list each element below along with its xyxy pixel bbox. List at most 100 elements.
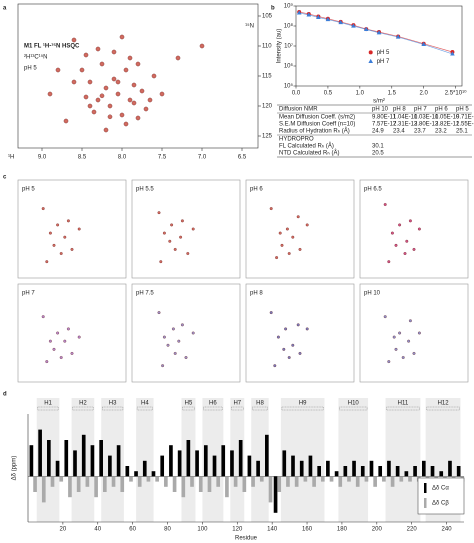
peak <box>162 335 166 339</box>
peak <box>99 61 105 67</box>
bar <box>160 455 165 477</box>
chart-annotation: pH 5 <box>24 66 37 72</box>
bar <box>338 476 343 487</box>
peak <box>392 335 396 339</box>
bar <box>312 476 316 487</box>
bar <box>190 476 194 487</box>
bar <box>286 476 290 487</box>
peak <box>70 351 74 355</box>
data-point <box>325 17 331 22</box>
peak <box>127 97 133 103</box>
peak <box>95 46 101 52</box>
bar <box>102 476 107 492</box>
bar <box>47 440 51 477</box>
plot-frame <box>17 283 127 383</box>
plot-frame <box>17 179 127 279</box>
peak <box>123 121 129 127</box>
helix-label: H7 <box>233 401 241 407</box>
bar <box>308 455 313 477</box>
bar <box>177 450 182 477</box>
bar <box>151 471 156 477</box>
peak <box>59 252 63 255</box>
bar <box>320 476 325 482</box>
bar <box>360 466 365 477</box>
peak <box>41 315 45 319</box>
helix-band <box>101 398 124 522</box>
y-tick-label: 115 <box>262 74 272 80</box>
peak <box>159 260 163 264</box>
bar <box>387 460 391 477</box>
peak <box>48 231 52 235</box>
data-point <box>421 41 426 47</box>
plot-frame <box>359 283 469 383</box>
data-point <box>316 14 321 19</box>
bar <box>169 445 173 477</box>
peak <box>387 260 391 264</box>
peak <box>87 79 93 85</box>
bar <box>108 455 112 477</box>
peak <box>70 247 74 251</box>
peak <box>56 331 60 335</box>
legend-label: Δδ Cβ <box>432 501 449 507</box>
panel-title: pH 5.5 <box>136 187 154 193</box>
panel-title: pH 8 <box>250 291 263 297</box>
helix-label: H2 <box>79 401 87 407</box>
legend-marker <box>368 50 373 55</box>
peak <box>285 227 289 231</box>
peak <box>147 97 153 103</box>
table-cell: 1.55E-12 <box>456 122 474 128</box>
bar <box>155 476 159 482</box>
peak <box>287 356 291 359</box>
bar <box>382 476 386 482</box>
table-cell: 9.71E-11 <box>456 115 474 121</box>
peak <box>405 239 409 243</box>
data-point <box>306 12 312 17</box>
peak <box>63 235 67 239</box>
bar <box>256 460 260 477</box>
peak <box>77 335 81 339</box>
y-tick-label: 10⁶ <box>284 63 294 70</box>
plot-frame <box>131 179 241 279</box>
y-axis-label: Intensity (au) <box>277 29 283 64</box>
peak <box>171 327 175 331</box>
x-tick-label: 240 <box>442 527 453 533</box>
helix-label: H9 <box>299 401 307 407</box>
peak <box>135 115 141 121</box>
legend-label: pH 5 <box>377 50 390 56</box>
table-cell: 3.80E-12 <box>414 122 439 128</box>
bar <box>99 440 103 477</box>
x-tick-label: 2.5*10¹⁰ <box>445 90 467 97</box>
helix-band <box>251 398 269 522</box>
plot-frame <box>245 179 355 279</box>
data-point <box>376 30 382 35</box>
bar <box>216 476 221 487</box>
peak <box>383 203 387 206</box>
peak <box>103 127 109 133</box>
bar <box>343 466 348 477</box>
table-cell: pH 8 <box>393 107 406 113</box>
peak <box>403 252 407 255</box>
table-cell: pH 10 <box>372 107 389 113</box>
bar <box>334 471 339 477</box>
peak <box>394 243 398 247</box>
helix-symbol <box>386 406 420 411</box>
bar <box>399 476 404 482</box>
peak <box>63 339 67 343</box>
x-tick-label: 180 <box>337 527 348 533</box>
bar <box>225 476 229 498</box>
peak <box>269 207 273 211</box>
peak <box>87 103 93 109</box>
bar <box>247 455 252 477</box>
helix-symbol <box>182 406 195 411</box>
peak <box>55 67 61 73</box>
peak <box>284 327 288 331</box>
peak <box>107 103 113 109</box>
x-tick-label: 40 <box>94 527 101 533</box>
bar <box>129 476 133 482</box>
table-cell: 20.5 <box>372 151 384 157</box>
peak <box>166 343 170 347</box>
peak <box>287 252 291 255</box>
table-cell: 23.4 <box>393 129 405 135</box>
bar <box>408 476 412 482</box>
peak <box>59 356 63 359</box>
